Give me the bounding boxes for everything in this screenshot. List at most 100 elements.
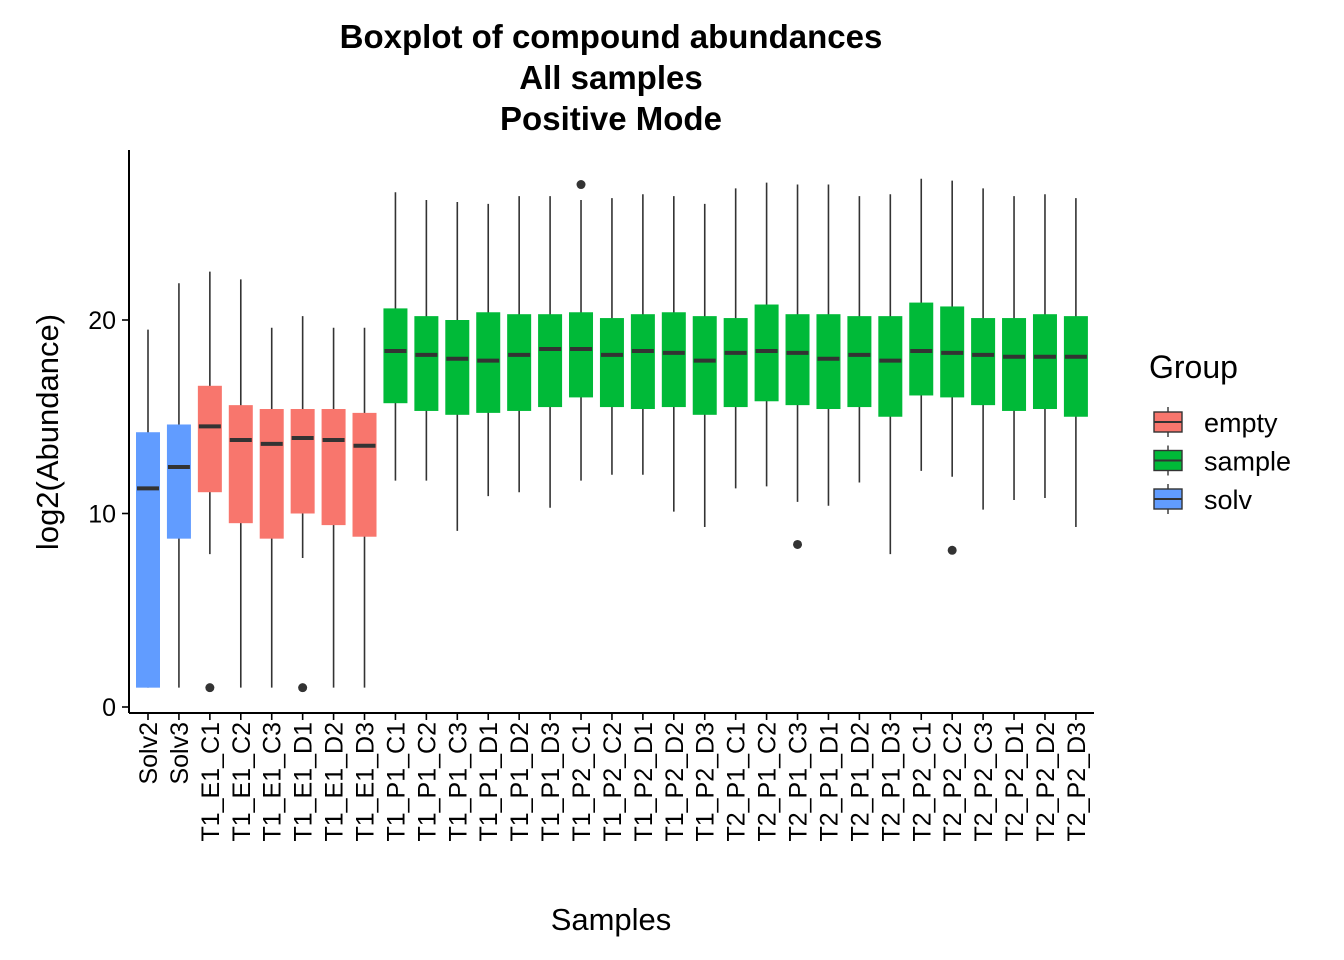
box-T2_P1_D2 [847,196,872,483]
box-body [1002,318,1027,411]
box-T1_P1_D2 [507,196,532,493]
box-body [538,314,563,408]
box-Solv3 [166,283,191,688]
box-body [785,314,810,406]
x-tick-label: T2_P1_D2 [846,722,874,842]
x-tick-label: T2_P2_C2 [939,722,967,842]
x-tick-label: T1_P1_C3 [444,722,472,842]
x-tick-label: T1_E1_C3 [259,722,287,842]
x-axis-ticks: Solv2 Solv3 T1_E1_C1 T1_E1_C2 T1_E1_C3 T1_E1_… [135,713,1091,842]
x-tick-label: T2_P2_D2 [1032,722,1060,842]
chart-title: Boxplot of compound abundances All sampl… [340,18,883,137]
box-body [1063,316,1088,417]
y-axis-title: log2(Abundance) [30,314,65,550]
box-T1_P2_D1 [630,194,655,475]
x-tick-label: T2_P2_C3 [970,722,998,842]
x-axis-title: Samples [551,902,672,937]
legend-item-sample: sample [1153,445,1291,477]
box-Solv2 [136,329,160,688]
box-T1_P1_C3 [445,201,470,531]
box-body [507,314,532,411]
box-T1_P2_D2 [661,196,686,512]
box-T1_E1_C1 [197,271,222,693]
x-tick-label: T1_P1_D1 [475,722,503,842]
x-tick-label: T1_E1_D1 [290,722,318,842]
x-tick-label: T2_P1_C1 [723,722,751,842]
box-T2_P1_C3 [785,184,810,549]
box-body [630,314,655,410]
box-body [723,318,748,408]
box-body [197,385,222,493]
box-body [414,316,439,411]
x-tick-label: T2_P2_C1 [908,722,936,842]
box-T2_P1_D3 [878,194,903,555]
box-T1_P1_C2 [414,200,439,481]
box-body [166,424,191,539]
box-T1_P2_C2 [599,198,624,475]
box-T1_P1_D3 [538,196,563,508]
x-tick-label: T1_E1_D3 [352,722,380,842]
box-T2_P1_C1 [723,188,748,489]
x-tick-label: T2_P1_D3 [877,722,905,842]
outlier-point [205,683,215,693]
box-T2_P2_D2 [1032,194,1057,499]
x-tick-label: T2_P1_D1 [815,722,843,842]
box-body [383,308,408,404]
legend-label: sample [1204,447,1291,477]
outlier-point [947,545,957,555]
box-body [569,312,594,398]
legend-item-empty: empty [1153,407,1278,438]
outlier-point [793,539,803,549]
chart-title-line-2: All samples [519,59,702,96]
x-tick-label: T1_P2_D3 [692,722,720,842]
chart-title-line-3: Positive Mode [500,100,722,137]
box-T2_P2_C1 [909,178,934,471]
x-tick-label: T1_P1_C2 [413,722,441,842]
box-T1_P2_C1 [569,180,594,481]
box-T1_P1_D1 [476,203,501,497]
x-tick-label: T2_P2_D3 [1063,722,1091,842]
x-tick-label: T1_P2_D1 [630,722,658,842]
box-T1_E1_D1 [290,316,315,693]
box-T2_P1_C2 [754,182,779,487]
x-tick-label: T1_P2_C2 [599,722,627,842]
box-body [290,409,315,514]
box-T2_P2_D1 [1002,196,1027,500]
box-body [971,318,996,406]
box-T2_P2_C3 [971,188,996,510]
legend-title: Group [1149,349,1238,385]
x-tick-label: T1_P2_C1 [568,722,596,842]
box-body [599,318,624,408]
x-tick-label: T1_E1_C1 [197,722,225,842]
box-T1_E1_D3 [352,327,377,688]
x-tick-label: T1_E1_C2 [228,722,256,842]
y-tick-label: 10 [88,501,116,529]
y-tick-label: 0 [102,694,116,722]
x-tick-label: T1_P1_D3 [537,722,565,842]
x-tick-label: T1_P2_D2 [661,722,689,842]
y-tick-label: 20 [88,307,116,335]
box-T1_E1_D2 [321,327,346,688]
x-tick-label: Solv3 [166,722,194,785]
box-body [321,409,346,526]
box-body [136,432,160,688]
x-tick-label: T2_P1_C2 [754,722,782,842]
legend-label: solv [1204,485,1253,515]
box-T2_P1_D1 [816,184,841,506]
chart-title-line-1: Boxplot of compound abundances [340,18,883,55]
outlier-point [298,683,308,693]
box-body [228,405,253,524]
box-T1_P1_C1 [383,192,408,481]
box-T1_P2_D3 [692,203,717,528]
x-tick-label: T2_P2_D1 [1001,722,1029,842]
x-tick-label: Solv2 [135,722,163,785]
x-tick-label: T1_P1_D2 [506,722,534,842]
legend-item-solv: solv [1153,484,1253,515]
box-T2_P2_D3 [1063,198,1088,528]
legend-label: empty [1204,408,1278,438]
box-body [847,316,872,408]
legend-items: empty sample solv [1153,407,1291,515]
box-body [816,314,841,410]
box-body [661,312,686,408]
